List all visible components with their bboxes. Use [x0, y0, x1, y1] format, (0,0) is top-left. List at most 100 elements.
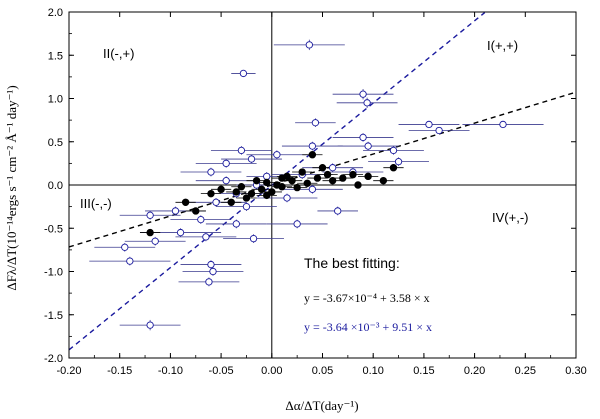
filled-circle-point: [308, 151, 317, 159]
open-circle-point: [425, 120, 433, 129]
x-tick-label: 0.30: [565, 365, 586, 377]
open-circle-point: [249, 234, 258, 243]
filled-circle-point: [339, 174, 347, 182]
y-tick-label: -1.5: [44, 310, 63, 322]
open-circle-point: [435, 126, 443, 135]
x-tick-label: -0.20: [56, 365, 81, 377]
filled-circle-point: [268, 188, 276, 196]
filled-circle-point: [257, 185, 266, 194]
y-tick-label: -0.5: [44, 223, 63, 235]
filled-circle-point: [192, 207, 200, 215]
filled-circle-point: [217, 185, 225, 194]
filled-circle-point: [263, 178, 271, 187]
x-tick-label: 0.15: [413, 365, 434, 377]
open-circle-point: [209, 267, 217, 276]
open-circle-point: [222, 159, 230, 168]
open-circle-point: [389, 146, 398, 155]
x-tick-label: -0.15: [107, 365, 132, 377]
filled-circle-point: [227, 198, 235, 207]
open-circle-point: [364, 142, 372, 150]
open-circle-point: [247, 155, 256, 163]
filled-circle-point: [146, 228, 154, 237]
open-circle-point: [293, 220, 301, 228]
open-circle-point: [363, 99, 371, 107]
open-circle-point: [212, 198, 220, 206]
open-circle-point: [499, 120, 507, 129]
quadrant-label-iv: IV(+,-): [492, 210, 528, 225]
open-circle-point: [205, 278, 213, 286]
open-circle-point: [197, 215, 205, 224]
quadrant-label-i: I(+,+): [487, 38, 518, 53]
filled-circle-point: [252, 176, 261, 185]
filled-circle-point: [207, 189, 215, 198]
x-ticks: -0.20 -0.15 -0.10 -0.05 0.00 0.05 0.10 0.15 0.20…: [56, 12, 587, 377]
open-circle-point: [308, 185, 317, 193]
x-tick-label: 0.05: [312, 365, 333, 377]
open-circle-point: [359, 133, 367, 142]
open-circle-point: [151, 237, 159, 245]
x-tick-label: 0.20: [464, 365, 485, 377]
filled-circle-point: [293, 183, 301, 192]
x-tick-label: 0.10: [362, 365, 383, 377]
open-circle-point: [328, 164, 337, 172]
filled-circle-point: [323, 170, 332, 179]
y-tick-label: 1.0: [48, 94, 63, 106]
open-circle-point: [263, 172, 271, 181]
y-tick-label: -1.0: [44, 267, 63, 279]
filled-circle-point: [318, 164, 327, 172]
x-tick-label: 0.00: [261, 365, 282, 377]
open-circle-point: [222, 177, 230, 185]
filled-circle-point: [263, 191, 271, 200]
filled-circle-point: [298, 168, 306, 176]
y-tick-label: 2.0: [48, 7, 63, 19]
open-circle-point: [242, 202, 251, 211]
open-circle-point: [311, 119, 320, 127]
open-circle-point: [126, 257, 134, 265]
filled-circle-point: [232, 188, 241, 196]
filled-circle-point: [364, 172, 372, 181]
y-axis-label: ΔFλ/ΔT(10⁻¹⁴ergs s⁻¹ cm⁻² Å⁻¹ day⁻¹): [4, 85, 19, 290]
open-circle-point: [176, 228, 185, 237]
filled-circle-point: [328, 176, 337, 185]
x-axis-label: Δα/ΔT(day⁻¹): [285, 398, 358, 413]
open-circle-point: [394, 157, 403, 166]
y-ticks: -2.0 -1.5 -1.0 -0.5 0.0 0.5 1.0 1.5 2.0: [44, 7, 576, 365]
filled-circle-point: [313, 174, 322, 182]
filled-circle-point: [278, 183, 286, 191]
fit-title: The best fitting:: [304, 255, 400, 271]
open-circle-point: [232, 220, 240, 228]
filled-circle-point: [389, 164, 398, 172]
data-markers: [121, 41, 507, 329]
quadrant-label-iii: III(-,-): [80, 196, 112, 211]
open-circle-point: [334, 207, 342, 215]
open-circle-point: [273, 151, 281, 159]
x-tick-label: 0.25: [515, 365, 536, 377]
open-circle-point: [207, 260, 215, 269]
filled-circle-point: [303, 179, 311, 187]
filled-circle-point: [278, 174, 286, 182]
filled-circle-point: [354, 181, 362, 189]
x-tick-label: -0.10: [158, 365, 183, 377]
y-tick-label: 1.5: [48, 50, 63, 62]
filled-circle-point: [349, 170, 357, 179]
fit-equation-blue: y = -3.64 ×10⁻³ + 9.51 × x: [304, 320, 432, 334]
open-circle-point: [146, 211, 154, 219]
open-circle-point: [207, 168, 215, 176]
filled-circle-point: [242, 194, 251, 202]
open-circle-point: [359, 90, 367, 98]
open-circle-point: [283, 194, 291, 202]
open-circle-point: [239, 69, 248, 78]
open-circle-point: [305, 41, 313, 49]
y-tick-label: -2.0: [44, 353, 63, 365]
quadrant-label-ii: II(-,+): [103, 46, 134, 61]
fit-equation-black: y = -3.67×10⁻⁴ + 3.58 × x: [304, 291, 430, 305]
filled-circle-point: [247, 189, 256, 198]
filled-circle-point: [379, 176, 388, 185]
filled-circle-point: [288, 176, 296, 185]
filled-circle-point: [181, 198, 190, 207]
y-tick-label: 0.0: [48, 180, 63, 192]
quadrant-lines: [69, 12, 576, 358]
y-tick-label: 0.5: [48, 137, 63, 149]
open-circle-point: [121, 243, 129, 251]
